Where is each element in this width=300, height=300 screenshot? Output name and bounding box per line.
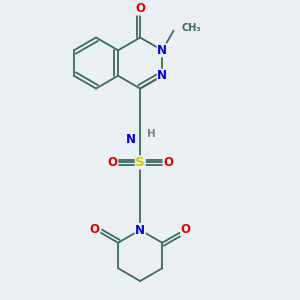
Text: O: O bbox=[181, 223, 190, 236]
Text: O: O bbox=[90, 223, 100, 236]
Text: O: O bbox=[135, 2, 145, 15]
Text: N: N bbox=[135, 224, 145, 236]
Text: CH₃: CH₃ bbox=[182, 23, 202, 33]
Text: N: N bbox=[157, 44, 167, 57]
Text: O: O bbox=[164, 156, 173, 169]
Text: S: S bbox=[135, 156, 145, 169]
Text: N: N bbox=[157, 69, 167, 82]
Text: N: N bbox=[126, 133, 136, 146]
Text: O: O bbox=[107, 156, 117, 169]
Text: H: H bbox=[147, 129, 155, 139]
